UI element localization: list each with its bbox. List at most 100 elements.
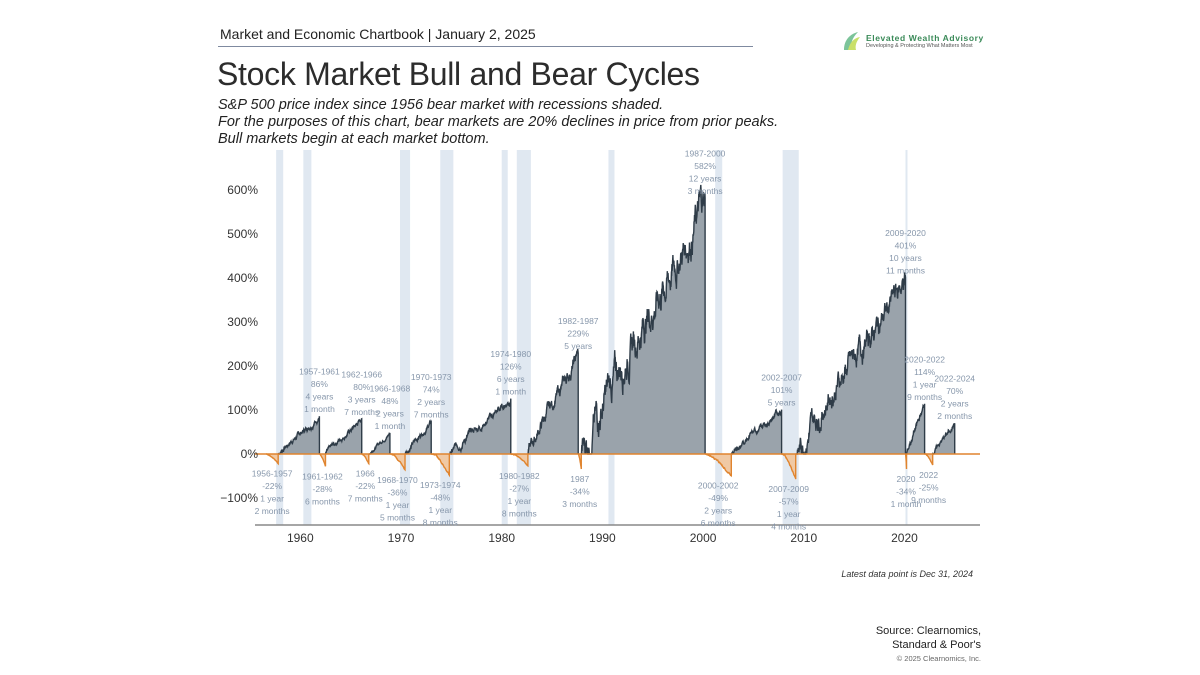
bull-market-label: 2002-2007	[761, 373, 802, 383]
bull-market-label: 9 months	[907, 392, 942, 402]
recession-band	[715, 150, 723, 525]
x-tick-label: 1990	[589, 531, 616, 545]
bull-market-label: 2022-2024	[934, 374, 975, 384]
source: Source: Clearnomics, Standard & Poor's	[876, 624, 981, 652]
bull-market-label: 1 month	[375, 421, 406, 431]
bear-market-area	[319, 454, 326, 467]
x-tick-label: 1960	[287, 531, 314, 545]
bear-market-label: 2022	[919, 470, 938, 480]
bull-market-label: 229%	[567, 329, 589, 339]
bull-market-label: 1974-1980	[490, 349, 531, 359]
bull-market-line	[277, 416, 321, 455]
recession-band	[276, 150, 284, 525]
recession-band	[400, 150, 411, 525]
subtitle-line: Bull markets begin at each market bottom…	[218, 131, 490, 147]
bear-market-label: 2 years	[704, 506, 732, 516]
bull-market-label: 401%	[895, 241, 917, 251]
bear-market-label: -36%	[388, 487, 408, 497]
bear-market-area	[431, 454, 450, 476]
bear-market-label: 1968-1970	[377, 475, 418, 485]
bear-market-label: -57%	[779, 497, 799, 507]
bear-market-label: 1 year	[428, 505, 452, 515]
bear-market-line	[705, 453, 733, 478]
bear-market-area	[924, 454, 933, 465]
bull-market-label: 2 years	[376, 408, 404, 418]
bear-market-label: 9 months	[911, 495, 946, 505]
bear-market-label: -34%	[570, 486, 590, 496]
bear-market-label: -28%	[313, 484, 333, 494]
recession-band	[608, 150, 615, 525]
bear-market-label: 1966	[356, 469, 375, 479]
bull-market-label: 5 years	[564, 341, 592, 351]
x-tick-label: 1980	[488, 531, 515, 545]
bull-market-label: 7 months	[414, 409, 449, 419]
y-tick-label: 0%	[241, 447, 259, 461]
bull-market-line	[527, 348, 579, 455]
bear-market-label: 2007-2009	[768, 484, 809, 494]
bull-market-label: 1 month	[495, 387, 526, 397]
bear-market-label: 1961-1962	[302, 471, 343, 481]
page-title: Stock Market Bull and Bear Cycles	[217, 56, 700, 92]
bull-market-label: 1970-1973	[411, 372, 452, 382]
logo-tagline: Developing & Protecting What Matters Mos…	[866, 43, 973, 49]
bull-market-label: 1987-2000	[685, 148, 726, 158]
bear-market-label: 1973-1974	[420, 480, 461, 490]
bear-market-label: 2020	[897, 474, 916, 484]
bull-market-label: 114%	[914, 367, 936, 377]
bear-market-line	[904, 453, 908, 470]
bull-market-line	[449, 398, 512, 456]
bear-market-area	[361, 454, 369, 464]
bear-market-label: 1 year	[777, 509, 801, 519]
bull-market-label: 2 months	[937, 411, 972, 421]
bull-market-line	[795, 272, 907, 455]
bull-market-label: 1962-1966	[341, 369, 382, 379]
x-tick-label: 1970	[388, 531, 415, 545]
bear-market-label: 5 months	[380, 512, 415, 522]
bull-market-label: 12 years	[689, 173, 722, 183]
bear-market-label: 8 months	[423, 518, 458, 528]
bull-market-label: 74%	[423, 384, 440, 394]
chartbook-header: Market and Economic Chartbook | January …	[220, 26, 536, 42]
bear-market-label: 3 months	[562, 499, 597, 509]
logo-name: Elevated Wealth Advisory	[866, 33, 984, 43]
bear-market-label: -34%	[896, 486, 916, 496]
bear-market-label: 6 months	[305, 496, 340, 506]
bull-market-label: 4 years	[306, 392, 334, 402]
bull-market-line	[368, 432, 391, 455]
bear-market-area	[705, 454, 732, 476]
bull-market-label: 2 years	[417, 397, 445, 407]
bear-market-label: 2000-2002	[698, 481, 739, 491]
bear-market-label: 7 months	[348, 494, 383, 504]
bear-market-label: -27%	[509, 483, 529, 493]
bull-market-label: 5 years	[768, 398, 796, 408]
bull-market-label: 1 month	[304, 404, 335, 414]
subtitle-line: S&P 500 price index since 1956 bear mark…	[218, 97, 664, 113]
bull-market-area	[795, 272, 906, 454]
bull-market-label: 11 months	[886, 266, 925, 276]
bull-market-line	[932, 422, 956, 455]
bear-market-label: 2 months	[255, 506, 290, 516]
y-tick-label: 600%	[227, 183, 258, 197]
source-line: Standard & Poor's	[892, 639, 981, 651]
recession-band	[782, 150, 799, 525]
bear-market-label: 1 year	[260, 494, 284, 504]
bear-market-label: 6 months	[701, 518, 736, 528]
bull-market-label: 2009-2020	[885, 228, 926, 238]
bull-market-label: 1982-1987	[558, 316, 599, 326]
bull-market-label: 1966-1968	[370, 383, 411, 393]
bear-market-area	[578, 454, 582, 469]
y-tick-label: 100%	[227, 403, 258, 417]
bear-market-label: -22%	[262, 481, 282, 491]
y-tick-label: −100%	[220, 491, 258, 505]
bear-market-label: -49%	[708, 493, 728, 503]
bear-market-label: -25%	[919, 483, 939, 493]
bear-market-line	[430, 453, 451, 478]
x-tick-label: 2020	[891, 531, 918, 545]
bear-market-line	[577, 453, 582, 470]
bull-market-line	[324, 417, 363, 455]
bear-market-label: 4 months	[771, 522, 806, 532]
bull-market-label: 80%	[353, 382, 370, 392]
bull-market-line	[580, 184, 706, 455]
